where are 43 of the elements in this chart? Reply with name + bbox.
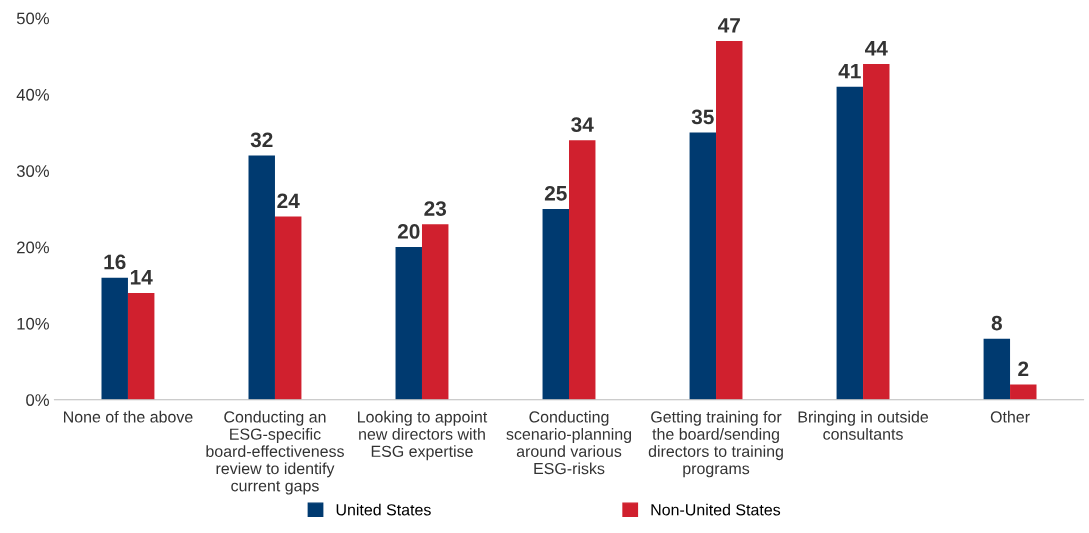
legend-label: United States (336, 503, 431, 516)
data-label: 24 (277, 193, 300, 209)
x-tick-label: Bringing in outside consultants (798, 410, 929, 440)
x-tick-label: None of the above (64, 410, 193, 423)
x-tick-label: Conducting scenario-planning around various ESG-risks (506, 410, 632, 475)
y-tick-label: 20% (17, 241, 49, 254)
legend-label: Non-United States (651, 503, 781, 516)
bar (689, 132, 717, 400)
data-label: 44 (864, 41, 888, 56)
y-tick-label: 50% (16, 12, 49, 25)
bar (395, 247, 422, 400)
data-label: 8 (991, 315, 1002, 331)
bar (101, 277, 128, 400)
bar (274, 216, 302, 400)
x-tick-label: Getting training for the board/sending directors to training programs (648, 410, 783, 478)
data-label: 41 (838, 63, 861, 79)
data-label: 16 (104, 254, 126, 270)
bar (1010, 384, 1037, 400)
bar (863, 63, 890, 400)
y-tick-label: 30% (16, 165, 49, 177)
x-tick-label: Other (990, 410, 1030, 423)
data-label: 23 (424, 201, 447, 216)
y-tick-label: 40% (16, 88, 49, 101)
data-label: 34 (571, 117, 594, 132)
y-tick-label: 10% (17, 317, 49, 330)
data-label: 25 (544, 185, 567, 201)
data-label: 20 (397, 224, 420, 239)
y-tick-label: 0% (26, 394, 49, 406)
x-tick-label: Looking to appoint new directors with ESG expertise (358, 410, 488, 461)
data-label: 35 (691, 109, 714, 125)
bar (421, 224, 449, 400)
bar (836, 86, 864, 400)
x-tick-label: Conducting an ESG-specific board-effectiveness review to identify current gaps (206, 410, 344, 495)
bar (127, 292, 155, 400)
data-label: 32 (250, 132, 273, 148)
bar (248, 155, 275, 400)
data-label: 47 (717, 18, 740, 33)
bar (716, 41, 743, 400)
bar (983, 338, 1011, 400)
data-label: 2 (1018, 361, 1029, 376)
bar (542, 208, 569, 400)
data-label: 14 (130, 270, 153, 285)
bar (569, 140, 596, 400)
